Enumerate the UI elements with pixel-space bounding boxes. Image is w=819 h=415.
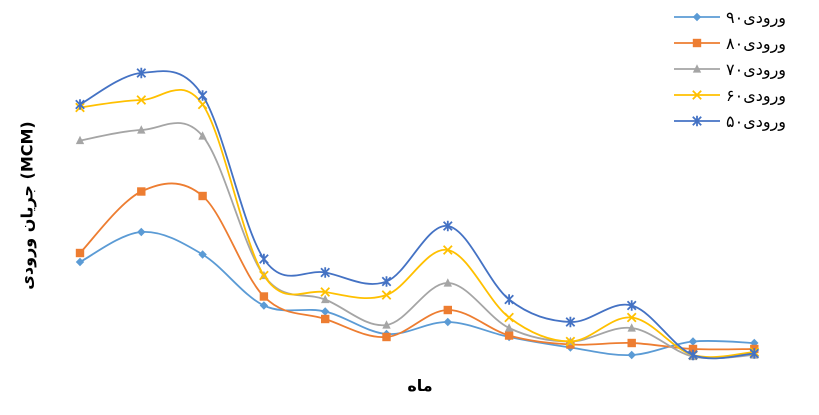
series-5-point-3 xyxy=(197,90,208,101)
series-5-point-2 xyxy=(136,67,147,79)
series-line-4 xyxy=(79,89,755,358)
series-1-point-11 xyxy=(688,337,698,346)
x-axis-label: ماه xyxy=(407,376,433,395)
series-3-point-8 xyxy=(504,323,514,332)
series-5-point-5 xyxy=(320,267,331,278)
series-2-point-11 xyxy=(688,344,698,354)
legend-item-4: ورودی۶۰ xyxy=(672,82,817,108)
legend-swatch-1 xyxy=(674,12,720,22)
plot-area xyxy=(75,67,760,361)
series-1-point-2 xyxy=(137,227,146,237)
series-4-point-6 xyxy=(381,290,392,300)
legend-label-2: ورودی۸۰ xyxy=(726,33,787,53)
series-group-5 xyxy=(75,67,760,361)
series-4-point-2 xyxy=(136,95,147,105)
legend-swatch-2 xyxy=(674,38,720,48)
series-1-point-10 xyxy=(627,350,636,360)
series-3-point-6 xyxy=(382,320,391,329)
series-line-2 xyxy=(79,182,755,351)
series-2-point-4 xyxy=(259,292,269,301)
series-2-point-6 xyxy=(382,332,391,342)
legend-item-5: ورودی۵۰ xyxy=(672,108,817,134)
legend-swatch-marker-4 xyxy=(692,90,702,100)
series-2-point-10 xyxy=(627,338,636,348)
series-5-point-6 xyxy=(381,276,392,287)
series-1-point-7 xyxy=(443,317,452,327)
series-5-point-7 xyxy=(442,220,453,232)
series-1-point-5 xyxy=(321,307,330,316)
series-5-point-9 xyxy=(565,316,576,328)
series-2-point-8 xyxy=(504,331,514,340)
y-axis-label-container: جریان ورودی (MCM) xyxy=(12,40,42,370)
series-3-point-2 xyxy=(137,125,146,134)
series-3-point-7 xyxy=(443,278,452,287)
legend-swatch-5 xyxy=(674,115,720,127)
series-1-point-12 xyxy=(750,338,759,348)
legend-item-3: ورودی۷۰ xyxy=(672,56,817,82)
legend-label-4: ورودی۶۰ xyxy=(726,85,787,105)
legend-swatch-4 xyxy=(674,90,720,100)
series-1-point-1 xyxy=(75,257,85,267)
series-2-point-5 xyxy=(321,314,330,324)
legend-swatch-marker-1 xyxy=(692,12,702,22)
legend-swatch-marker-5 xyxy=(692,115,702,127)
series-5-point-10 xyxy=(626,300,637,311)
legend-item-2: ورودی۸۰ xyxy=(672,30,817,56)
series-4-point-9 xyxy=(565,336,576,347)
series-2-point-2 xyxy=(137,187,146,196)
series-4-point-8 xyxy=(504,312,514,323)
legend-label-1: ورودی۹۰ xyxy=(726,7,787,27)
series-5-point-8 xyxy=(504,294,514,305)
series-5-point-1 xyxy=(75,99,85,110)
series-3-point-5 xyxy=(321,294,330,304)
legend-swatch-marker-2 xyxy=(692,38,702,48)
series-group-1 xyxy=(75,227,759,360)
series-4-point-10 xyxy=(626,312,637,323)
legend-label-3: ورودی۷۰ xyxy=(726,59,787,79)
legend-item-1: ورودی۹۰ xyxy=(672,4,817,30)
series-2-point-7 xyxy=(443,305,452,315)
series-group-3 xyxy=(75,122,759,361)
legend-label-5: ورودی۵۰ xyxy=(726,111,787,131)
series-4-point-5 xyxy=(320,287,331,297)
series-line-5 xyxy=(79,70,755,360)
series-1-point-4 xyxy=(259,301,269,310)
series-5-point-4 xyxy=(259,253,269,265)
series-5-point-11 xyxy=(688,349,698,361)
series-3-point-1 xyxy=(75,135,85,145)
series-2-point-1 xyxy=(75,248,85,258)
series-1-point-3 xyxy=(198,250,207,259)
series-3-point-10 xyxy=(627,323,636,332)
legend-swatch-marker-3 xyxy=(692,64,702,73)
y-axis-label: جریان ورودی (MCM) xyxy=(17,120,37,290)
series-group-4 xyxy=(75,89,760,360)
series-2-point-3 xyxy=(198,191,207,201)
series-4-point-4 xyxy=(259,270,269,281)
legend: ورودی۹۰ ورودی۸۰ ورودی۷۰ ورودی۶۰ ورودی۵۰ xyxy=(672,4,817,134)
legend-swatch-3 xyxy=(674,64,720,73)
series-4-point-7 xyxy=(442,245,453,255)
series-5-point-12 xyxy=(749,348,760,359)
series-3-point-3 xyxy=(198,131,207,140)
